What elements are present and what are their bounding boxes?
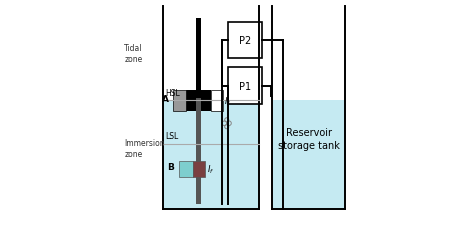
- Bar: [173, 91, 186, 111]
- Bar: [192, 161, 205, 177]
- Text: Tidal
zone: Tidal zone: [124, 44, 143, 64]
- Text: P1: P1: [239, 81, 251, 91]
- Text: B: B: [167, 162, 174, 171]
- Bar: [195, 19, 201, 99]
- Text: $I_f$: $I_f$: [225, 95, 232, 107]
- Bar: [273, 101, 345, 209]
- Text: Immersion
zone: Immersion zone: [124, 138, 165, 158]
- Text: P2: P2: [239, 36, 251, 46]
- Bar: [195, 99, 201, 204]
- Bar: [179, 161, 192, 177]
- Text: HSL: HSL: [165, 89, 180, 98]
- Text: LSL: LSL: [165, 132, 178, 141]
- Text: A: A: [162, 94, 169, 103]
- Bar: [211, 91, 223, 111]
- Text: Reservoir
storage tank: Reservoir storage tank: [278, 128, 340, 151]
- Bar: [163, 101, 259, 209]
- Text: $I_f$: $I_f$: [207, 163, 215, 175]
- Bar: [186, 91, 211, 111]
- Bar: [228, 68, 262, 104]
- Bar: [228, 23, 262, 59]
